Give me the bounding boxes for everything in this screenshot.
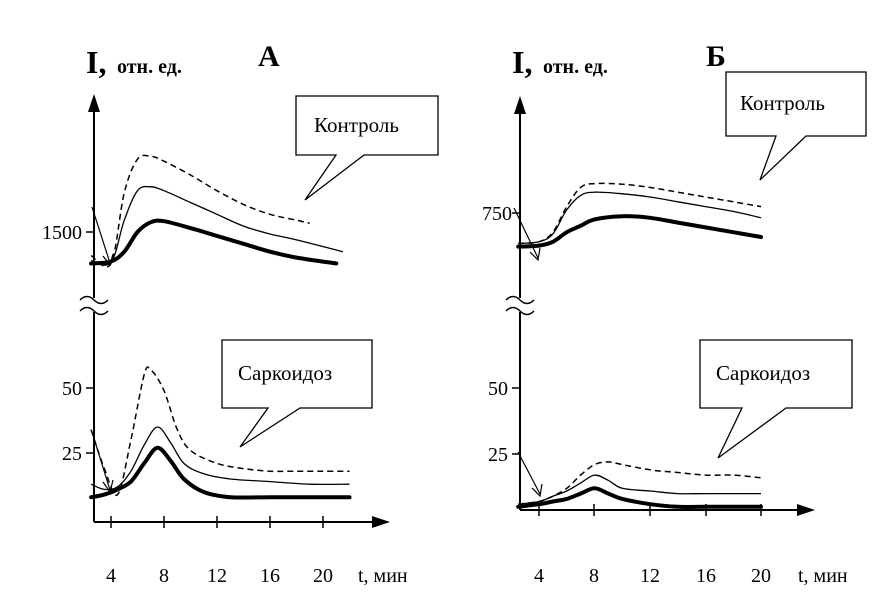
panel-a-sarcoidosis-thin-line [90,426,350,491]
panel-b-callout-sarcoidosis [699,339,853,459]
panel-a-ylabel-main: I, [86,44,106,80]
panel-a-sarcoidosis-thick-line [89,445,352,500]
panel-a-callout-control [295,95,439,201]
panel-b-control-thin-line [518,191,762,245]
panel-b-x-tick-label-12: 12 [640,565,660,587]
panel-a-x-axis-label: t, мин [358,565,408,587]
panel-a-callout-sarcoidosis-text: Саркоидоз [238,361,332,385]
panel-a: А I, отн. ед. 1500 50 25 4 8 12 16 20 t,… [42,40,439,587]
panel-a-axis-break-top [79,295,109,305]
panel-b-x-tick-label-20: 20 [751,565,771,587]
panel-a-x-tick-label-8: 8 [159,565,169,587]
panel-a-x-tick-label-16: 16 [260,565,280,587]
panel-a-callout-control-text: Контроль [314,113,399,137]
panel-b-control-thick-line [516,214,763,249]
panel-b-axis-break-bottom [505,306,535,316]
panel-b-x-tick-label-8: 8 [589,565,599,587]
panel-b-y-tick-label-25: 25 [488,444,508,466]
panel-a-x-axis-arrow [372,516,390,528]
panel-b-ylabel-main: I, [512,44,532,80]
panel-b-y-tick-label-750: 750 [482,203,512,225]
panel-b-injection-arrow-lower [517,451,543,498]
panel-b-x-axis-arrow [797,504,815,516]
panel-b-callout-sarcoidosis-text: Саркоидоз [716,361,810,385]
panel-a-x-tick-label-4: 4 [106,565,116,587]
panel-a-label: А [258,40,280,73]
panel-a-ylabel-units: отн. ед. [117,56,182,78]
panel-a-control-thick-line [89,218,339,266]
panel-b-callout-control-text: Контроль [740,91,825,115]
panel-a-x-tick-label-20: 20 [313,565,333,587]
panel-b-x-axis-label: t, мин [798,565,848,587]
panel-b-injection-arrow-upper [513,207,541,262]
panel-a-y-tick-label-1500: 1500 [42,222,82,244]
panel-b-callout-control [725,71,867,181]
panel-b-sarcoidosis-thin-line [518,474,761,505]
panel-b-sarcoidosis-thick-line [516,486,763,509]
panel-a-control-thin-line [90,185,344,266]
panel-b-x-tick-label-4: 4 [534,565,544,587]
panel-a-control-dashed-line [90,154,310,268]
panel-b-axis-break-top [505,295,535,305]
panel-b-label: Б [706,40,726,73]
panel-b-control-dashed-line [518,182,762,245]
panel-b: Б I, отн. ед. 750 50 25 4 8 12 16 20 t, … [482,40,867,587]
panel-b-y-axis-arrow [514,96,526,114]
panel-a-y-tick-label-50: 50 [62,378,82,400]
panel-a-y-axis-arrow [88,94,100,112]
panel-a-axis-break-bottom [79,306,109,316]
panel-a-callout-sarcoidosis [221,339,373,448]
panel-a-x-tick-label-12: 12 [207,565,227,587]
panel-b-y-tick-label-50: 50 [488,378,508,400]
panel-b-x-tick-label-16: 16 [696,565,716,587]
panel-a-y-tick-label-25: 25 [62,443,82,465]
panel-b-ylabel-units: отн. ед. [543,56,608,78]
